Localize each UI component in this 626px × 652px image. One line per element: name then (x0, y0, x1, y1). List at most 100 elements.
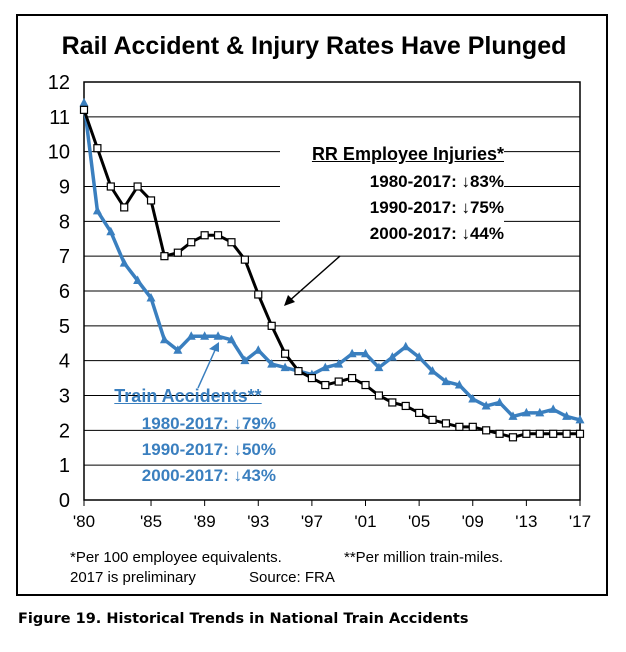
accidents-point (454, 380, 464, 389)
accidents-point (200, 331, 210, 340)
accidents-point (562, 411, 572, 420)
plot-area (83, 81, 581, 501)
injuries-point (240, 255, 249, 264)
injuries-point (522, 429, 531, 438)
injuries-point (468, 422, 477, 431)
injuries-point (428, 415, 437, 424)
injuries-pointer-arrowhead (284, 295, 295, 306)
x-tick-label: '89 (194, 512, 216, 531)
injuries-point (575, 429, 585, 438)
x-tick-label: '17 (569, 512, 591, 531)
x-tick-label: '05 (408, 512, 430, 531)
y-tick-label: 12 (48, 72, 70, 94)
accidents-point (173, 345, 183, 354)
injuries-point (93, 144, 102, 153)
accidents-point (253, 345, 263, 354)
accidents-point (468, 393, 478, 403)
accidents-point (92, 205, 102, 215)
injuries-point (267, 321, 276, 330)
injuries-point (187, 238, 196, 247)
accidents-point (347, 348, 357, 358)
injuries-point (361, 380, 370, 390)
injuries-point (120, 203, 129, 212)
accidents-pointer-line (197, 347, 217, 389)
injuries-point (227, 238, 236, 247)
accidents-point (374, 362, 384, 372)
injuries-pointer-line (287, 255, 341, 303)
accidents-pointer-arrowhead (209, 342, 219, 352)
accidents-point (441, 376, 451, 386)
injuries-point (146, 196, 156, 205)
injuries-point (200, 231, 209, 240)
y-tick-label: 4 (59, 351, 70, 373)
accidents-annotation: Train Accidents** 1980-2017: ↓79% 1990-2… (100, 386, 276, 489)
injuries-point (254, 290, 263, 299)
injuries-point (280, 349, 290, 358)
injuries-annotation-line-1: 1980-2017: ↓83% (369, 172, 504, 191)
injuries-annotation: RR Employee Injuries* 1980-2017: ↓83% 19… (280, 144, 504, 247)
footnote-source: Source: FRA (249, 569, 335, 586)
accidents-annotation-line-2: 1990-2017: ↓50% (141, 440, 276, 459)
accidents-point (481, 400, 491, 410)
injuries-point (508, 433, 518, 442)
injuries-point (160, 252, 169, 261)
footnote-miles: **Per million train-miles. (344, 549, 504, 566)
injuries-annotation-line-3: 2000-2017: ↓44% (369, 224, 504, 243)
y-tick-label: 0 (59, 490, 70, 512)
y-tick-label: 5 (59, 316, 70, 338)
chart-title: Rail Accident & Injury Rates Have Plunge… (61, 32, 567, 60)
y-tick-label: 1 (59, 455, 70, 477)
y-tick-label: 6 (59, 281, 70, 303)
injuries-point (374, 391, 384, 400)
injuries-point (441, 419, 451, 428)
accidents-point (79, 97, 89, 107)
x-tick-label: '13 (515, 512, 537, 531)
x-tick-label: '85 (140, 512, 162, 531)
y-tick-label: 2 (59, 420, 70, 442)
chart-frame: Rail Accident & Injury Rates Have Plunge… (16, 14, 608, 596)
accidents-point (548, 404, 558, 413)
accidents-point (495, 397, 505, 406)
injuries-point (334, 377, 343, 386)
accidents-annotation-line-3: 2000-2017: ↓43% (141, 466, 276, 485)
injuries-point (562, 429, 571, 438)
injuries-point (482, 426, 491, 435)
injuries-point (106, 182, 115, 191)
y-tick-label: 11 (49, 107, 70, 129)
y-tick-label: 10 (48, 142, 70, 164)
accidents-point (159, 334, 169, 344)
accidents-point (119, 258, 129, 267)
accidents-point (240, 355, 250, 365)
injuries-point (213, 231, 223, 240)
injuries-point (495, 429, 504, 438)
injuries-point (401, 401, 410, 411)
accidents-point (106, 226, 116, 236)
accidents-point (508, 411, 518, 420)
accidents-point (387, 352, 397, 361)
y-tick-label: 7 (59, 246, 70, 268)
injuries-point (173, 248, 182, 257)
x-tick-label: '80 (73, 512, 95, 531)
injuries-point (388, 398, 397, 407)
injuries-point (133, 182, 142, 191)
accidents-point (535, 407, 545, 417)
footnote-employee: *Per 100 employee equivalents. (70, 549, 282, 566)
injuries-point (549, 429, 558, 438)
injuries-annotation-line-2: 1990-2017: ↓75% (369, 198, 504, 217)
injuries-point (535, 429, 544, 438)
footnote-preliminary: 2017 is preliminary (70, 569, 196, 586)
accidents-point (133, 275, 143, 285)
accidents-point (334, 359, 344, 368)
injuries-point (321, 380, 330, 390)
y-tick-label: 8 (59, 211, 70, 233)
accidents-point (146, 292, 156, 302)
y-tick-label: 9 (59, 177, 70, 199)
injuries-point (307, 373, 316, 383)
injuries-point (415, 408, 424, 418)
accidents-point (226, 334, 236, 344)
accidents-point (521, 407, 531, 417)
accidents-point (280, 362, 290, 372)
chart-svg: 0123456789101112'80'85'89'93'97'01'05'09… (48, 72, 591, 531)
accidents-point (213, 331, 223, 340)
injuries-point (455, 422, 464, 431)
